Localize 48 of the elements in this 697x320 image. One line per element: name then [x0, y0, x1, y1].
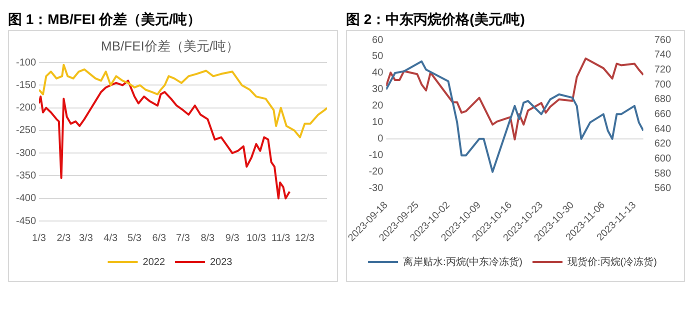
- y2-tick-label: 640: [654, 124, 672, 135]
- x-tick-label: 7/3: [176, 232, 190, 244]
- chart-title: 图 1：MB/FEI 价差（美元/吨）: [8, 10, 202, 29]
- x-tick-label: 2/3: [56, 232, 72, 244]
- y-tick-label: 40: [372, 68, 384, 79]
- y-tick-label: 20: [372, 100, 384, 112]
- y2-tick-label: 740: [654, 50, 672, 61]
- y-tick-label: -450: [16, 216, 36, 227]
- legend-label: 离岸贴水:丙烷(中东冷冻货): [403, 256, 523, 268]
- x-tick-label: 1/3: [32, 232, 46, 244]
- y-tick-label: -30: [368, 183, 384, 194]
- x-tick-label: 11/3: [271, 232, 291, 244]
- x-tick-label: 6/3: [152, 232, 167, 244]
- y-tick-label: 30: [372, 84, 384, 96]
- y2-tick-label: 580: [654, 168, 672, 180]
- y2-tick-label: 660: [654, 108, 672, 120]
- x-tick-label: 12/3: [294, 232, 315, 244]
- y2-tick-label: 720: [654, 64, 672, 76]
- y-tick-label: -400: [16, 193, 36, 204]
- y2-tick-label: 680: [654, 94, 672, 106]
- x-tick-label: 3/3: [79, 232, 94, 244]
- y-tick-label: 60: [372, 34, 384, 46]
- y-tick-label: -250: [16, 125, 36, 136]
- y-tick-label: -350: [16, 170, 36, 182]
- x-tick-label: 5/3: [128, 232, 142, 244]
- y-tick-label: 0: [378, 134, 384, 145]
- legend-label: 2023: [210, 256, 233, 268]
- x-tick-label: 9/3: [225, 232, 240, 244]
- y-tick-label: -200: [16, 102, 36, 114]
- chart-title: 图 2：中东丙烷价格(美元/吨): [346, 10, 526, 29]
- y2-tick-label: 760: [654, 34, 672, 46]
- y2-tick-label: 600: [654, 153, 672, 164]
- legend-label: 2022: [142, 256, 166, 268]
- y-tick-label: 10: [372, 117, 384, 128]
- y-tick-label: 50: [372, 51, 384, 62]
- chart-subtitle: MB/FEI价差（美元/吨）: [101, 38, 239, 54]
- y-tick-label: -20: [368, 166, 384, 178]
- y-tick-label: -10: [368, 150, 384, 162]
- x-tick-label: 8/3: [200, 232, 216, 244]
- x-tick-label: 10/3: [246, 232, 266, 244]
- legend-label: 现货价:丙烷(冷冻货): [568, 256, 657, 268]
- y2-tick-label: 700: [654, 79, 672, 90]
- y2-tick-label: 560: [654, 183, 672, 194]
- y-tick-label: -300: [16, 148, 36, 159]
- y-tick-label: -150: [16, 80, 36, 91]
- y-tick-label: -100: [16, 57, 36, 68]
- x-tick-label: 4/3: [104, 232, 118, 244]
- y2-tick-label: 620: [654, 138, 672, 150]
